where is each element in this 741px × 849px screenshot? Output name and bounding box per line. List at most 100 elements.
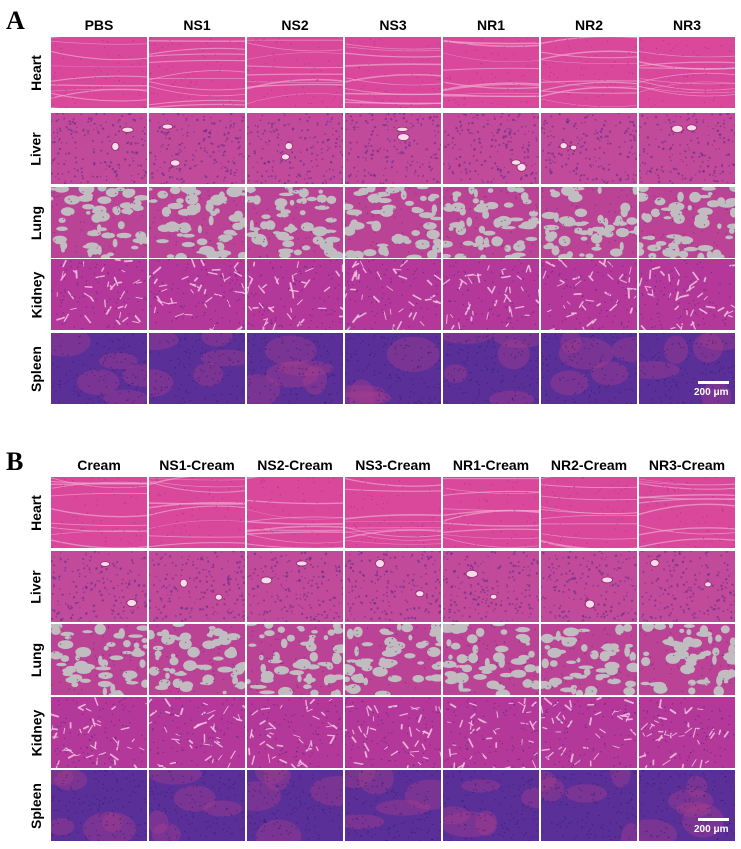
micrograph-kidney [247,259,343,330]
row-label-text: Kidney [28,709,44,756]
micrograph-spleen [247,333,343,404]
micrograph-kidney [149,697,245,768]
micrograph-liver [345,113,441,184]
micrograph-heart [149,477,245,548]
micrograph-lung [443,187,539,258]
micrograph-heart [51,37,147,108]
micrograph-lung [443,624,539,695]
micrograph-liver [541,551,637,622]
micrograph-spleen [345,333,441,404]
column-label: PBS [84,17,114,33]
micrograph-liver [345,551,441,622]
column-label: NR3-Cream [648,457,726,473]
micrograph-lung [51,187,147,258]
row-label: Kidney [24,259,48,330]
micrograph-spleen [345,770,441,841]
scale-bar [698,381,729,384]
micrograph-spleen [443,770,539,841]
micrograph-heart [443,37,539,108]
column-label: NS2-Cream [257,457,333,473]
micrograph-liver [247,113,343,184]
micrograph-heart [541,37,637,108]
micrograph-kidney [639,697,735,768]
micrograph-spleen [541,333,637,404]
micrograph-spleen [149,333,245,404]
micrograph-heart [149,37,245,108]
micrograph-kidney [51,697,147,768]
micrograph-kidney [639,259,735,330]
micrograph-liver [247,551,343,622]
micrograph-heart [639,477,735,548]
micrograph-lung [149,624,245,695]
scale-bar-label: 200 μm [694,824,729,835]
micrograph-spleen [639,770,735,841]
column-label: NR3 [672,17,701,33]
micrograph-kidney [345,259,441,330]
micrograph-kidney [51,259,147,330]
column-label: NR1-Cream [452,457,530,473]
column-label: NR2-Cream [550,457,628,473]
row-label-text: Spleen [28,345,44,392]
micrograph-liver [639,551,735,622]
micrograph-lung [247,624,343,695]
micrograph-spleen [639,333,735,404]
micrograph-liver [541,113,637,184]
micrograph-heart [247,477,343,548]
row-label: Liver [24,113,48,184]
row-label: Heart [24,37,48,108]
micrograph-kidney [443,697,539,768]
micrograph-kidney [149,259,245,330]
micrograph-spleen [541,770,637,841]
micrograph-spleen [149,770,245,841]
row-label: Liver [24,551,48,622]
column-label: NS3 [379,17,407,33]
panel-a-letter: A [6,6,25,35]
column-label: Cream [77,457,121,473]
micrograph-spleen [443,333,539,404]
panel-b-letter: B [6,447,24,476]
row-label-text: Lung [28,205,44,240]
micrograph-lung [345,187,441,258]
micrograph-liver [149,551,245,622]
micrograph-kidney [345,697,441,768]
micrograph-lung [639,187,735,258]
column-label: NS3-Cream [355,457,431,473]
row-label: Lung [24,624,48,695]
column-label: NR2 [574,17,603,33]
micrograph-heart [345,477,441,548]
scale-bar [698,818,729,821]
micrograph-liver [443,551,539,622]
micrograph-lung [345,624,441,695]
row-label: Spleen [24,333,48,404]
column-label: NR1 [476,17,505,33]
column-label: NS1-Cream [159,457,235,473]
micrograph-spleen [247,770,343,841]
row-label-text: Lung [28,642,44,677]
micrograph-heart [247,37,343,108]
row-label-text: Liver [28,569,44,604]
micrograph-lung [51,624,147,695]
row-label: Spleen [24,770,48,841]
row-label: Lung [24,187,48,258]
micrograph-kidney [541,259,637,330]
row-label-text: Spleen [28,782,44,829]
row-label-text: Liver [28,131,44,166]
micrograph-lung [149,187,245,258]
column-label: NS1 [183,17,211,33]
row-label-text: Kidney [28,271,44,318]
micrograph-spleen [51,770,147,841]
micrograph-heart [51,477,147,548]
scale-bar-label: 200 μm [694,387,729,398]
row-label: Heart [24,477,48,548]
micrograph-spleen [51,333,147,404]
micrograph-heart [345,37,441,108]
micrograph-lung [247,187,343,258]
micrograph-heart [639,37,735,108]
micrograph-kidney [541,697,637,768]
row-label: Kidney [24,697,48,768]
micrograph-liver [149,113,245,184]
micrograph-liver [443,113,539,184]
micrograph-liver [51,113,147,184]
column-label: NS2 [281,17,309,33]
micrograph-liver [51,551,147,622]
